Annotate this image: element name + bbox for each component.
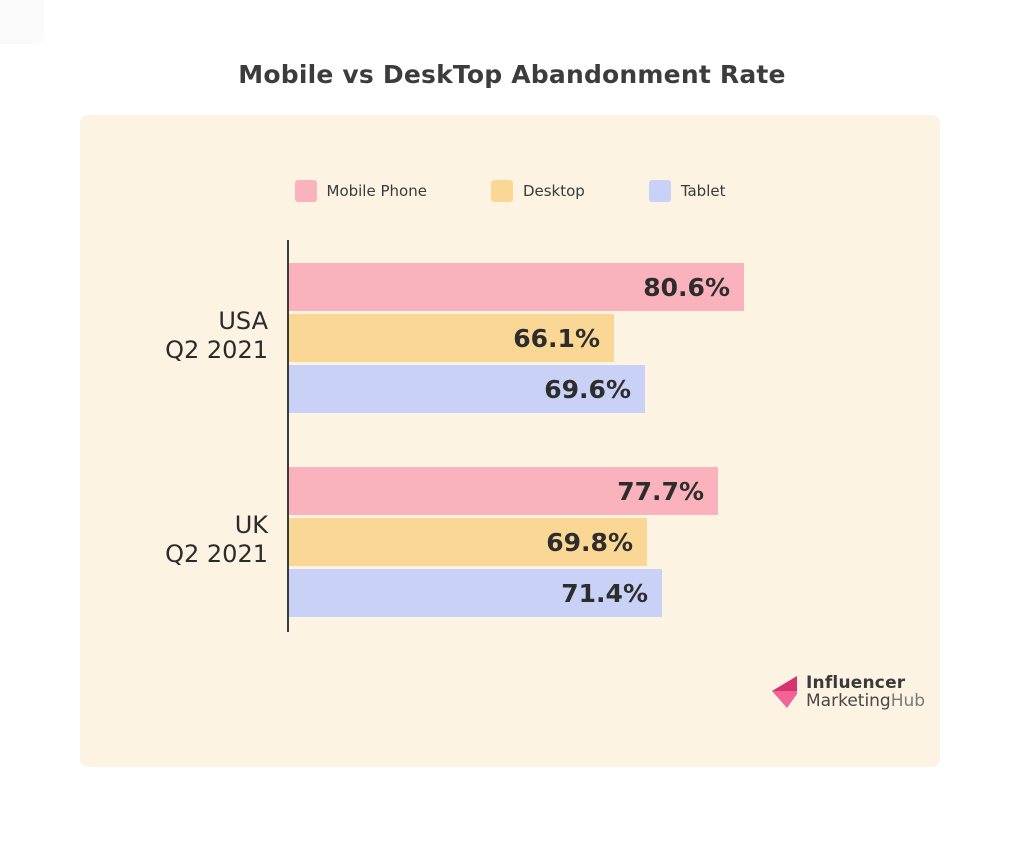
legend-label: Mobile Phone — [326, 182, 427, 200]
plot-area: USA Q2 2021 80.6% 66.1% 69.6% UK Q2 2021 77.7% 6… — [0, 240, 1024, 640]
chart-card — [80, 115, 940, 767]
brand-logo: Influencer MarketingHub — [771, 674, 925, 710]
legend-item-mobile-phone: Mobile Phone — [294, 180, 427, 202]
brand-name-top: Influencer — [806, 673, 906, 693]
category-label: USA Q2 2021 — [48, 307, 268, 365]
brand-name-bottom: MarketingHub — [806, 692, 925, 710]
corner-shade — [0, 0, 44, 44]
category-label-line: Q2 2021 — [165, 540, 268, 568]
value-label: 71.4% — [561, 578, 648, 608]
brand-name-marketing: Marketing — [806, 691, 891, 711]
legend: Mobile Phone Desktop Tablet — [80, 180, 940, 202]
category-label: UK Q2 2021 — [48, 511, 268, 569]
brand-logo-text: Influencer MarketingHub — [806, 674, 925, 710]
legend-label: Tablet — [680, 182, 726, 200]
category-label-line: Q2 2021 — [165, 336, 268, 364]
category-label-line: USA — [218, 307, 268, 335]
legend-item-desktop: Desktop — [490, 180, 585, 202]
value-label: 69.8% — [546, 527, 633, 557]
value-label: 77.7% — [617, 476, 704, 506]
y-axis-line — [287, 240, 289, 632]
chart-title: Mobile vs DeskTop Abandonment Rate — [238, 60, 786, 89]
brand-name-hub: Hub — [890, 691, 926, 711]
bar-desktop: 66.1% — [289, 314, 614, 362]
legend-swatch — [648, 180, 671, 202]
legend-item-tablet: Tablet — [648, 180, 726, 202]
bar-mobile-phone: 77.7% — [289, 467, 718, 515]
legend-swatch — [294, 180, 317, 202]
bar-tablet: 71.4% — [289, 569, 662, 617]
bar-mobile-phone: 80.6% — [289, 263, 744, 311]
bar-desktop: 69.8% — [289, 518, 647, 566]
legend-label: Desktop — [522, 182, 585, 200]
value-label: 66.1% — [513, 323, 600, 353]
legend-swatch — [490, 180, 513, 202]
category-label-line: UK — [234, 511, 268, 539]
value-label: 80.6% — [643, 272, 730, 302]
bar-tablet: 69.6% — [289, 365, 645, 413]
brand-arrow-icon — [772, 676, 797, 708]
value-label: 69.6% — [544, 374, 631, 404]
